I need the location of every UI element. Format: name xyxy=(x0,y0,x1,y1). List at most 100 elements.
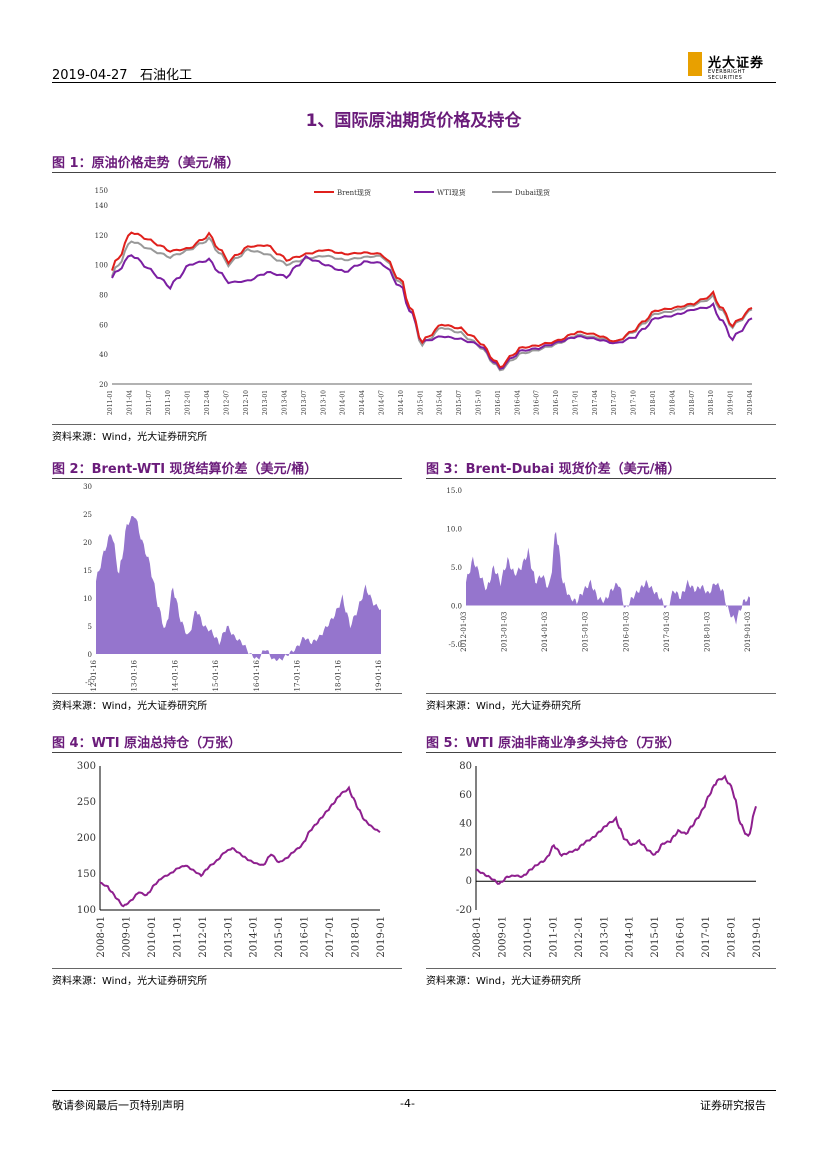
fig1-xtick: 2016-01 xyxy=(495,390,502,415)
fig1-xtick: 2012-01 xyxy=(185,390,192,415)
fig2-xtick: 2014-01-16 xyxy=(171,659,179,692)
fig4-xtick: 2011-01 xyxy=(172,916,183,958)
fig3-title: 图 3：Brent-Dubai 现货价差（美元/桶） xyxy=(426,462,681,477)
fig1-source: 资料来源：Wind，光大证券研究所 xyxy=(52,432,208,443)
footer-divider xyxy=(52,1090,776,1091)
fig5-title: 图 5：WTI 原油非商业净多头持仓（万张） xyxy=(426,736,681,751)
fig4-source: 资料来源：Wind，光大证券研究所 xyxy=(52,976,208,987)
fig5-source: 资料来源：Wind，光大证券研究所 xyxy=(426,976,582,987)
fig1-ytick: 150 xyxy=(95,187,108,195)
fig2-xtick: 2012-01-16 xyxy=(90,659,98,692)
fig5-ytick: 20 xyxy=(459,847,472,858)
fig3-bottom-rule xyxy=(426,693,776,694)
fig5-xtick: 2011-01 xyxy=(548,916,559,958)
fig1-xtick: 2015-10 xyxy=(475,390,482,415)
fig3-source: 资料来源：Wind，光大证券研究所 xyxy=(426,701,582,712)
fig4-ytick: 250 xyxy=(77,797,96,808)
fig5-xtick: 2019-01 xyxy=(752,916,763,958)
fig1-xtick: 2019-04 xyxy=(747,390,754,415)
fig1-xtick: 2018-04 xyxy=(669,390,676,415)
fig1-bottom-rule xyxy=(52,424,776,425)
fig1-xtick: 2012-07 xyxy=(223,390,230,415)
fig4-xtick: 2009-01 xyxy=(121,916,132,958)
fig1-xtick: 2018-10 xyxy=(708,390,715,415)
fig1-ytick: 60 xyxy=(99,321,108,329)
fig4-xtick: 2019-01 xyxy=(376,916,387,958)
fig2-ytick: 5 xyxy=(88,623,92,631)
fig1-legend-label: Dubai现货 xyxy=(515,188,550,197)
fig5-ytick: 60 xyxy=(459,790,472,801)
fig5-xtick: 2008-01 xyxy=(472,916,483,958)
fig2-source: 资料来源：Wind，光大证券研究所 xyxy=(52,701,208,712)
fig3-xtick: 2014-01-03 xyxy=(541,612,549,652)
fig1-ytick: 40 xyxy=(99,351,108,359)
fig3-ytick: 0.0 xyxy=(451,603,462,611)
fig1-xtick: 2013-01 xyxy=(262,390,269,415)
fig1-xtick: 2018-07 xyxy=(689,390,696,415)
fig4-series-line xyxy=(99,785,381,908)
fig4-xtick: 2014-01 xyxy=(249,916,260,958)
fig3-ytick: -5.0 xyxy=(449,641,463,649)
report-date-line: 2019-04-27 石油化工 xyxy=(52,64,192,83)
fig5-ytick: -20 xyxy=(456,905,472,916)
fig3-xtick: 2018-01-03 xyxy=(703,612,711,652)
page-number: -4- xyxy=(400,1097,415,1110)
fig2-ytick: -5 xyxy=(85,679,92,687)
fig2-xtick: 2018-01-16 xyxy=(334,659,342,692)
logo-mark-icon xyxy=(688,52,702,76)
fig3-xtick: 2012-01-03 xyxy=(460,612,468,652)
fig1-series-1 xyxy=(111,254,753,370)
fig1-xtick: 2015-07 xyxy=(456,390,463,415)
fig1-series-2 xyxy=(111,236,753,372)
fig2-ytick: 10 xyxy=(83,595,92,603)
fig1-xtick: 2017-01 xyxy=(572,390,579,415)
fig2-top-rule xyxy=(52,478,402,479)
fig3-chart: -5.0 0.0 5.0 10.0 15.0 2012-01-03 2013-01-03 20… xyxy=(446,487,752,652)
fig4-ytick: 100 xyxy=(77,905,96,916)
fig1-xtick: 2013-10 xyxy=(320,390,327,415)
footer-disclaimer: 敬请参阅最后一页特别声明 xyxy=(52,1099,184,1112)
fig2-ytick: 15 xyxy=(83,567,92,575)
section-title: 1、国际原油期货价格及持仓 xyxy=(305,111,522,131)
fig2-ytick: 30 xyxy=(83,483,92,491)
fig4-xtick: 2017-01 xyxy=(325,916,336,958)
header-divider xyxy=(52,82,776,83)
fig5-xtick: 2016-01 xyxy=(676,916,687,958)
fig5-xtick: 2012-01 xyxy=(574,916,585,958)
fig5-top-rule xyxy=(426,752,776,753)
fig4-xtick: 2018-01 xyxy=(351,916,362,958)
fig1-xtick: 2015-04 xyxy=(437,390,444,415)
fig5-series-line xyxy=(475,774,757,885)
fig3-xtick: 2019-01-03 xyxy=(744,612,752,652)
fig1-ytick: 20 xyxy=(99,381,108,389)
fig4-ytick: 150 xyxy=(77,869,96,880)
fig1-chart: 20 40 60 80 100 120 140 150 2011-01 2011-04 2011-0… xyxy=(95,187,754,415)
fig2-xtick: 2015-01-16 xyxy=(212,659,220,692)
fig2-ytick: 0 xyxy=(88,651,92,659)
fig3-xtick: 2015-01-03 xyxy=(582,612,590,652)
fig1-xtick: 2019-01 xyxy=(728,390,735,415)
fig1-xtick: 2014-01 xyxy=(340,390,347,415)
fig3-ytick: 5.0 xyxy=(451,564,462,572)
fig1-xtick: 2011-01 xyxy=(107,390,114,415)
fig4-ytick: 300 xyxy=(77,761,96,772)
fig4-title: 图 4：WTI 原油总持仓（万张） xyxy=(52,736,242,751)
fig5-xtick: 2017-01 xyxy=(701,916,712,958)
fig2-xtick: 2016-01-16 xyxy=(253,659,261,692)
footer-report-type: 证券研究报告 xyxy=(700,1099,766,1112)
fig1-xtick: 2016-07 xyxy=(534,390,541,415)
fig5-bottom-rule xyxy=(426,968,776,969)
fig1-xtick: 2016-04 xyxy=(514,390,521,415)
fig1-series-0 xyxy=(111,231,753,369)
fig5-xtick: 2014-01 xyxy=(625,916,636,958)
fig3-xtick: 2013-01-03 xyxy=(501,612,509,652)
fig1-xtick: 2011-07 xyxy=(146,390,153,415)
fig1-ytick: 80 xyxy=(99,291,108,299)
fig3-ytick: 15.0 xyxy=(446,487,462,495)
fig1-ytick: 100 xyxy=(95,262,108,270)
fig1-xtick: 2016-10 xyxy=(553,390,560,415)
fig1-xtick: 2012-10 xyxy=(243,390,250,415)
fig5-xtick: 2018-01 xyxy=(727,916,738,958)
fig1-xtick: 2017-04 xyxy=(592,390,599,415)
fig5-xtick: 2009-01 xyxy=(497,916,508,958)
